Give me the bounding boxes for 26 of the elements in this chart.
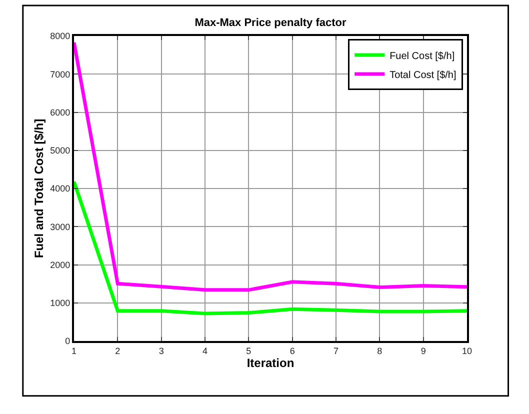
- x-tick-label: 10: [462, 346, 472, 356]
- y-tick-label: 8000: [50, 31, 70, 42]
- x-tick-label: 7: [333, 346, 339, 356]
- y-tick-label: 7000: [50, 69, 70, 80]
- x-tick-label: 1: [71, 346, 77, 356]
- legend-label: Total Cost [$/h]: [390, 70, 456, 81]
- x-axis-title: Iteration: [246, 356, 294, 370]
- legend-label: Fuel Cost [$/h]: [390, 50, 455, 62]
- x-tick-label: 4: [202, 346, 208, 356]
- y-tick-label: 1000: [50, 298, 70, 308]
- x-tick-label: 8: [377, 346, 382, 356]
- x-tick-label: 3: [158, 346, 164, 356]
- y-tick-label: 0: [65, 336, 70, 346]
- x-tick-label: 6: [290, 346, 295, 356]
- y-tick-label: 6000: [50, 107, 70, 118]
- y-axis-title: Fuel and Total Cost [$/h]: [32, 118, 46, 258]
- y-tick-label: 4000: [50, 184, 70, 194]
- line-series: [74, 180, 467, 316]
- x-tick-label: 5: [246, 346, 252, 356]
- chart-title: Max-Max Price penalty factor: [194, 17, 348, 29]
- y-tick-label: 2000: [50, 260, 70, 270]
- y-tick-label: 5000: [50, 146, 70, 156]
- x-tick-label: 9: [420, 346, 426, 356]
- y-tick-label: 3000: [50, 222, 70, 232]
- x-tick-label: 2: [115, 346, 120, 356]
- line-series: [74, 40, 467, 292]
